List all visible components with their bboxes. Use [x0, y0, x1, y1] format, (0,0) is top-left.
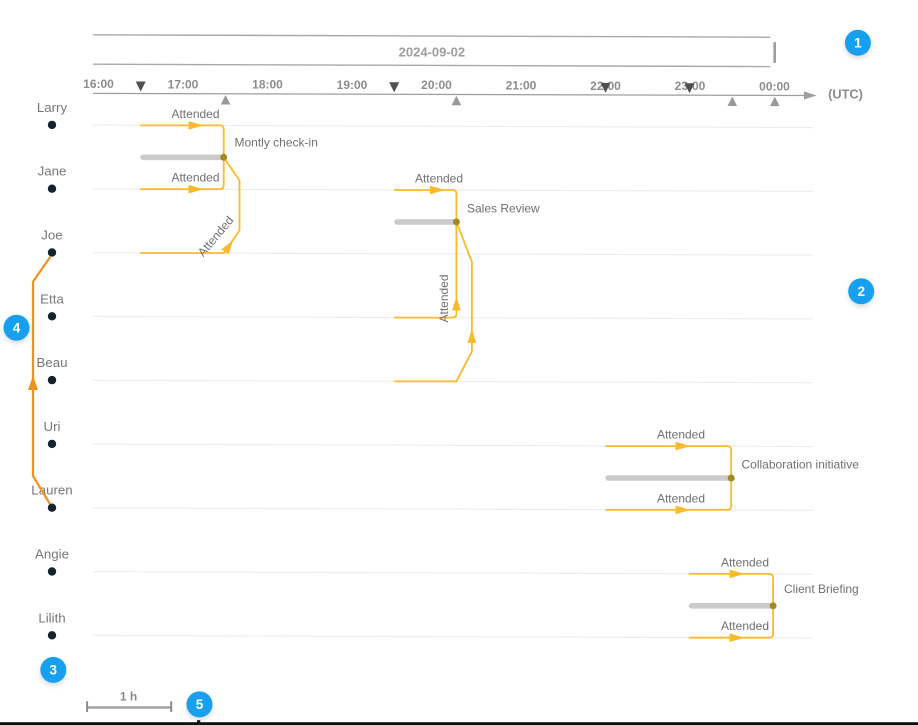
svg-text:1 h: 1 h [120, 690, 137, 704]
svg-text:16:00: 16:00 [83, 77, 114, 91]
svg-text:00:00: 00:00 [759, 79, 790, 93]
svg-text:Larry: Larry [37, 100, 68, 115]
svg-text:4: 4 [13, 320, 21, 335]
svg-text:Attended: Attended [721, 619, 769, 633]
svg-text:Montly check-in: Montly check-in [235, 136, 318, 150]
svg-text:Lauren: Lauren [31, 483, 72, 498]
svg-text:Attended: Attended [721, 555, 769, 569]
svg-text:Collaboration initiative: Collaboration initiative [742, 457, 860, 471]
svg-text:Jane: Jane [38, 164, 67, 179]
svg-text:21:00: 21:00 [506, 79, 537, 93]
svg-text:Joe: Joe [41, 228, 62, 243]
svg-text:Attended: Attended [437, 274, 451, 322]
svg-text:(UTC): (UTC) [828, 86, 863, 101]
svg-text:Attended: Attended [415, 172, 463, 186]
svg-text:Attended: Attended [171, 171, 219, 185]
svg-text:Uri: Uri [44, 419, 61, 434]
svg-text:1: 1 [854, 36, 862, 51]
svg-text:Client Briefing: Client Briefing [784, 582, 859, 596]
svg-text:2: 2 [857, 284, 865, 299]
svg-text:Etta: Etta [40, 291, 64, 306]
svg-text:20:00: 20:00 [421, 78, 452, 92]
svg-text:Attended: Attended [657, 491, 705, 505]
svg-text:Attended: Attended [171, 107, 219, 121]
svg-text:Sales Review: Sales Review [467, 202, 540, 216]
svg-text:Attended: Attended [657, 428, 705, 442]
svg-text:19:00: 19:00 [337, 78, 368, 92]
svg-text:3: 3 [50, 663, 58, 678]
svg-text:Beau: Beau [36, 355, 67, 370]
svg-text:5: 5 [196, 697, 204, 712]
svg-text:17:00: 17:00 [168, 77, 199, 91]
svg-text:2024-09-02: 2024-09-02 [399, 44, 466, 59]
svg-text:Angie: Angie [35, 547, 69, 562]
svg-text:Lilith: Lilith [38, 610, 65, 625]
svg-text:18:00: 18:00 [252, 78, 283, 92]
